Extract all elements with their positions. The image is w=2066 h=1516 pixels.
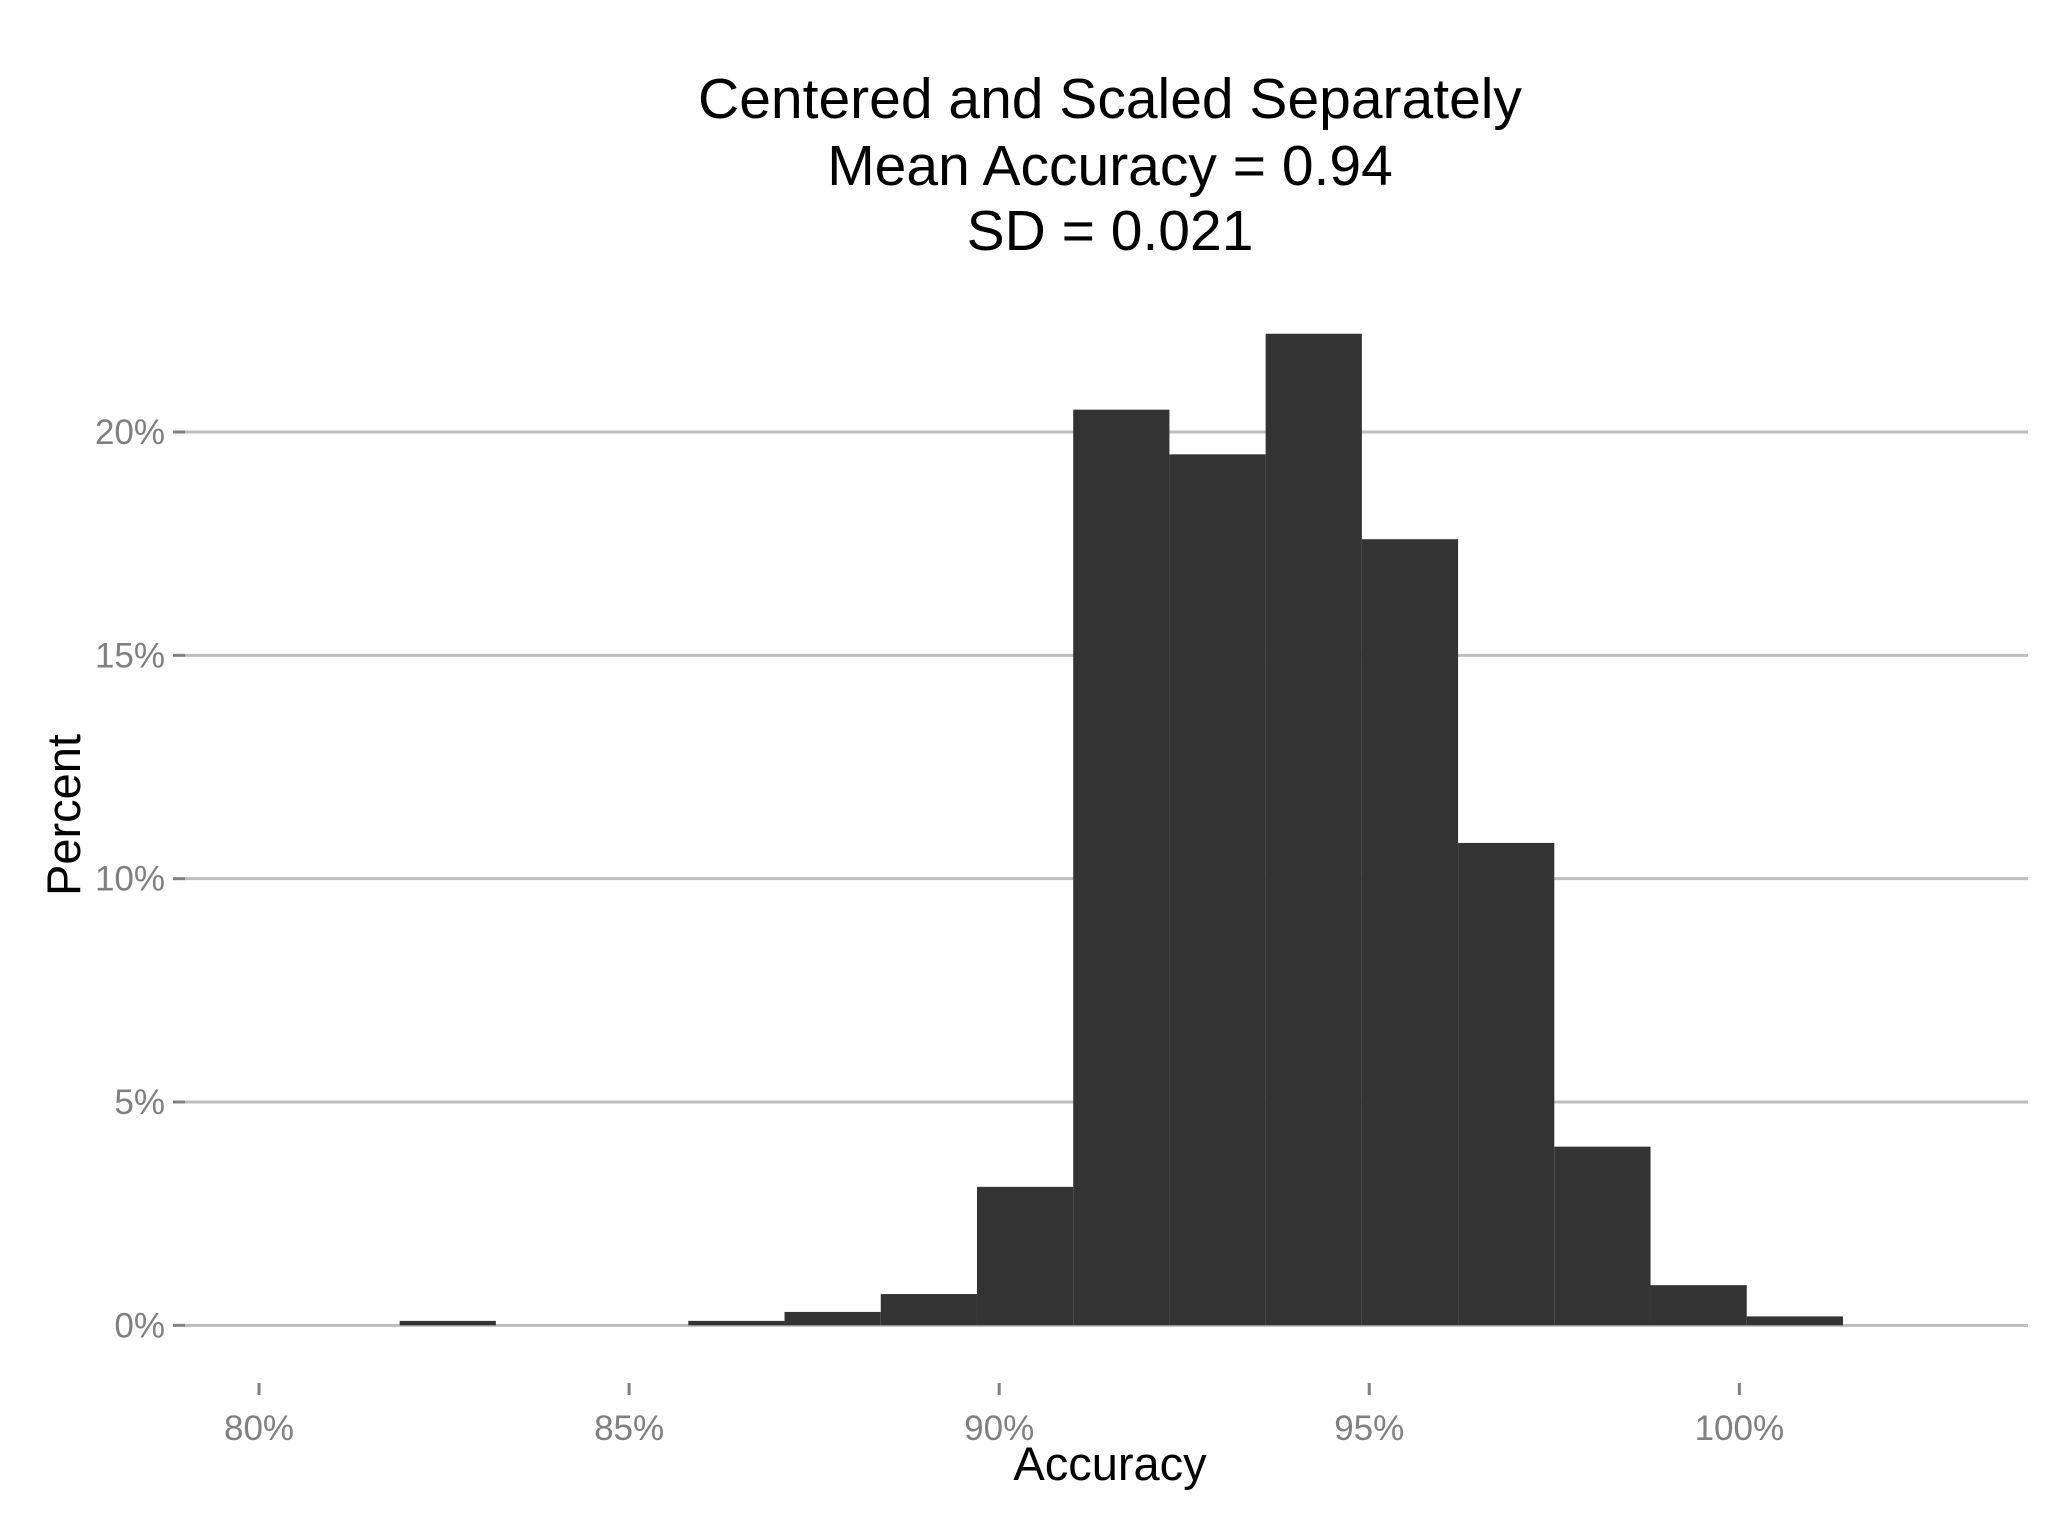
histogram-bar <box>1554 1146 1651 1326</box>
title-line-1: Centered and Scaled Separately <box>698 67 1522 131</box>
histogram-bar <box>1265 333 1362 1326</box>
title-line-2: Mean Accuracy = 0.94 <box>827 134 1393 198</box>
x-axis-label: Accuracy <box>1013 1437 1207 1490</box>
x-tick-label: 90% <box>964 1409 1034 1448</box>
histogram-bar <box>976 1186 1074 1326</box>
histogram-bar <box>880 1294 977 1326</box>
x-tick-label: 95% <box>1334 1409 1404 1448</box>
y-tick-label: 15% <box>95 636 165 675</box>
y-axis: 0% 5% 10% 15% 20% <box>95 413 185 1345</box>
histogram-bar <box>1650 1285 1747 1326</box>
x-axis: 80% 85% 90% 95% 100% <box>224 1383 1784 1448</box>
chart-title: Centered and Scaled Separately Mean Accu… <box>698 67 1522 263</box>
y-tick-label: 10% <box>95 860 165 899</box>
histogram-bar <box>1073 409 1170 1326</box>
histogram-bar <box>688 1320 785 1326</box>
histogram-bar <box>1169 454 1266 1326</box>
y-tick-label: 20% <box>95 413 165 452</box>
histogram-bar <box>399 1320 496 1326</box>
histogram-bar <box>1361 539 1459 1326</box>
histogram-bar <box>1746 1316 1843 1326</box>
x-tick-label: 85% <box>594 1409 664 1448</box>
histogram-bar <box>1458 842 1555 1326</box>
y-tick-label: 5% <box>114 1083 165 1122</box>
title-line-3: SD = 0.021 <box>967 199 1254 263</box>
y-axis-label: Percent <box>37 734 90 896</box>
x-tick-label: 100% <box>1695 1409 1785 1448</box>
y-tick-label: 0% <box>114 1306 165 1345</box>
x-tick-label: 80% <box>224 1409 294 1448</box>
histogram-bars <box>399 333 1843 1326</box>
histogram-bar <box>784 1311 881 1326</box>
